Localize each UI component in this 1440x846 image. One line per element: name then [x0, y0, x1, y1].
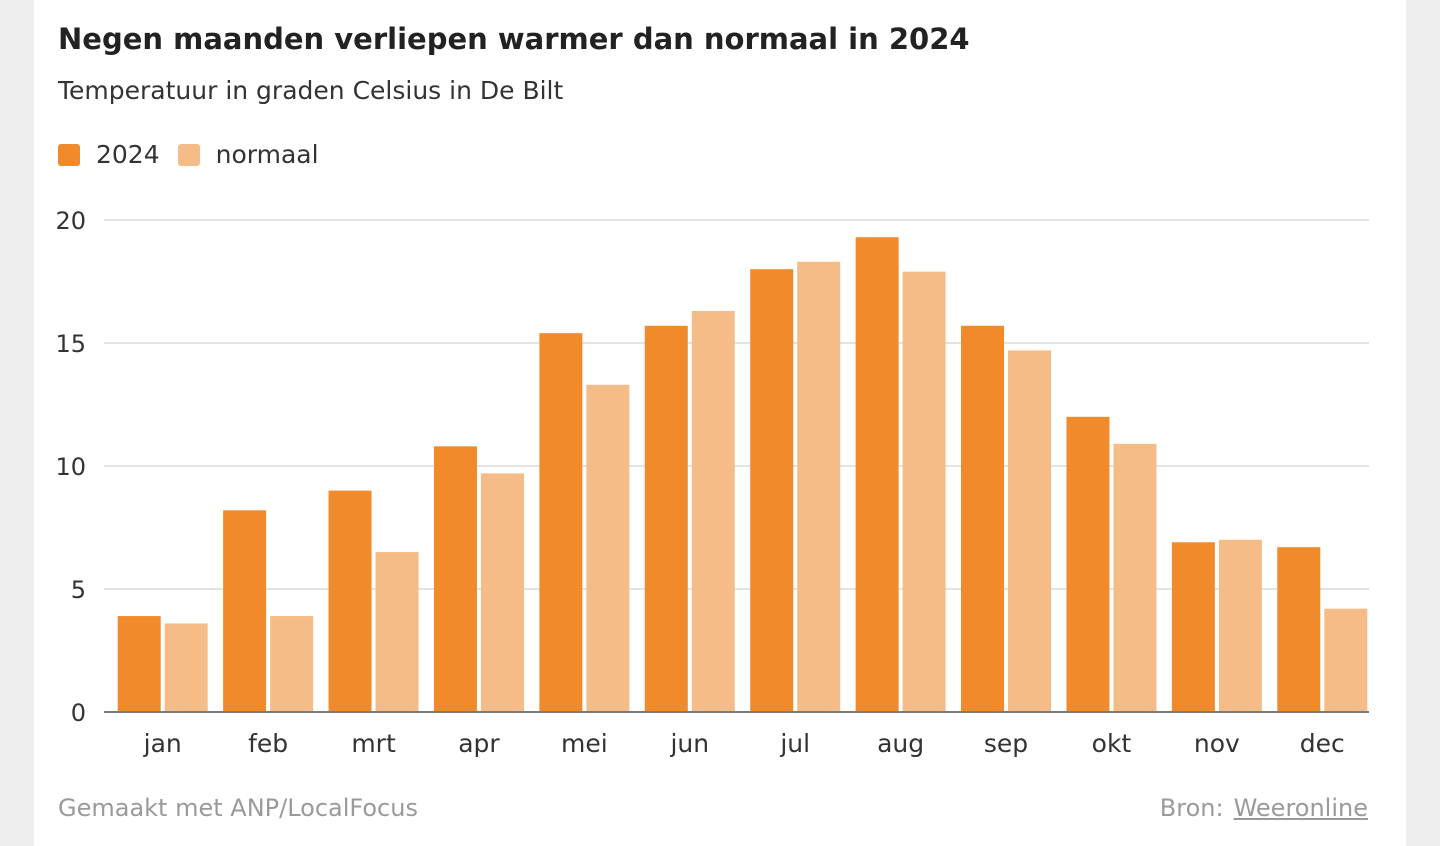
- bar-2024-feb: [223, 510, 267, 712]
- y-tick-label-15: 15: [55, 330, 86, 358]
- bar-2024-dec: [1277, 547, 1321, 712]
- bar-normaal-jul: [797, 261, 841, 712]
- legend-label-2024: 2024: [96, 140, 160, 169]
- legend-label-normaal: normaal: [215, 140, 319, 169]
- bar-2024-aug: [855, 237, 899, 712]
- x-tick-label-feb: feb: [248, 729, 288, 758]
- x-tick-label-nov: nov: [1194, 729, 1240, 758]
- bar-2024-jul: [750, 269, 794, 712]
- x-tick-label-sep: sep: [984, 729, 1028, 758]
- footer-credit: Gemaakt met ANP/LocalFocus: [58, 794, 418, 822]
- y-tick-label-5: 5: [71, 576, 86, 604]
- x-tick-label-mrt: mrt: [351, 729, 396, 758]
- legend-item-normaal: normaal: [177, 140, 319, 169]
- x-tick-label-okt: okt: [1092, 729, 1132, 758]
- x-tick-label-jul: jul: [779, 729, 810, 758]
- bar-chart: 0 5 10 15 20 jan feb mrt apr mei jun jul aug sep okt no…: [55, 207, 1369, 758]
- bar-2024-jan: [117, 616, 161, 712]
- bar-normaal-aug: [902, 271, 946, 712]
- x-tick-label-jan: jan: [143, 729, 182, 758]
- y-tick-label-10: 10: [55, 453, 86, 481]
- chart-subtitle: Temperatuur in graden Celsius in De Bilt: [58, 76, 564, 105]
- legend-item-2024: 2024: [58, 140, 160, 169]
- bar-2024-mrt: [328, 490, 372, 712]
- bar-2024-jun: [644, 325, 688, 712]
- bar-2024-nov: [1171, 542, 1215, 712]
- x-tick-label-aug: aug: [877, 729, 924, 758]
- legend: 2024 normaal: [58, 140, 337, 169]
- bar-normaal-mei: [586, 384, 630, 712]
- bar-2024-sep: [961, 325, 1005, 712]
- footer-source-label: Bron:: [1159, 794, 1224, 822]
- legend-swatch-normaal: [177, 143, 200, 166]
- y-tick-label-20: 20: [55, 207, 86, 235]
- x-tick-label-apr: apr: [458, 729, 500, 758]
- bar-2024-okt: [1066, 416, 1110, 712]
- bar-normaal-mrt: [375, 552, 419, 712]
- footer-source: Bron: Weeronline: [1160, 794, 1368, 822]
- bar-2024-mei: [539, 333, 583, 712]
- x-tick-label-dec: dec: [1300, 729, 1345, 758]
- x-tick-label-jun: jun: [669, 729, 709, 758]
- bar-normaal-okt: [1113, 443, 1157, 712]
- x-tick-label-mei: mei: [561, 729, 608, 758]
- chart-card: Negen maanden verliepen warmer dan norma…: [34, 0, 1406, 846]
- bar-normaal-nov: [1218, 539, 1262, 712]
- chart-title: Negen maanden verliepen warmer dan norma…: [58, 22, 970, 56]
- bar-2024-apr: [433, 446, 477, 712]
- y-tick-label-0: 0: [71, 699, 86, 727]
- bar-normaal-feb: [270, 616, 314, 712]
- bar-normaal-sep: [1008, 350, 1052, 712]
- legend-swatch-2024: [58, 143, 80, 166]
- bar-normaal-jan: [164, 623, 208, 712]
- source-link[interactable]: Weeronline: [1233, 794, 1368, 822]
- bar-normaal-apr: [480, 473, 524, 712]
- bar-normaal-dec: [1324, 608, 1368, 712]
- bar-normaal-jun: [691, 311, 735, 712]
